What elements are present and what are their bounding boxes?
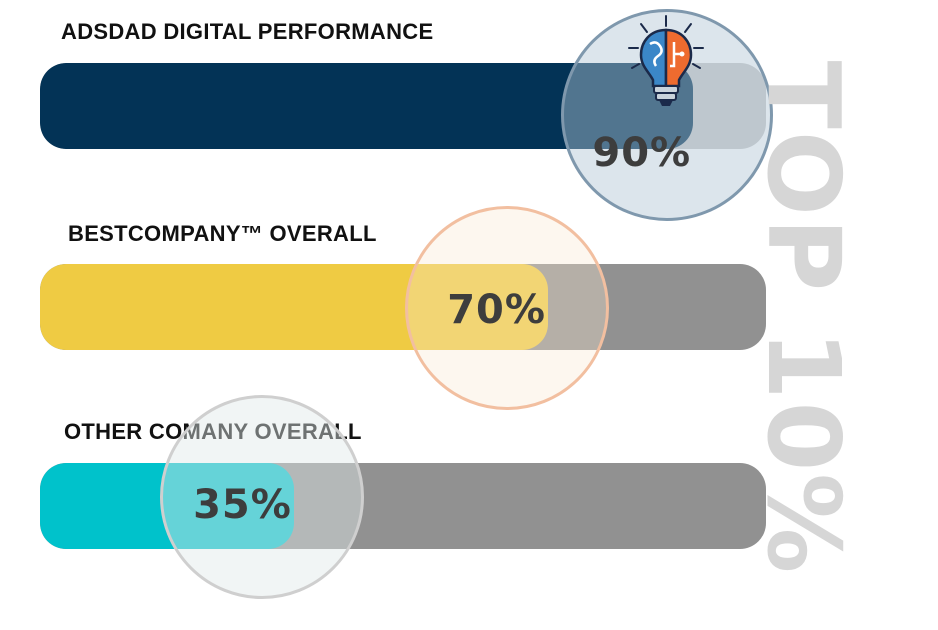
data-label: 35% [193,482,292,528]
magnifier-circle [405,206,609,410]
lightbulb-brain-icon [628,15,704,106]
magnifier-circle [160,395,364,599]
data-label: 70% [447,287,546,333]
bar-track [40,264,766,350]
bar-track [40,463,766,549]
bar-label: ADSDAD DIGITAL PERFORMANCE [61,19,434,44]
data-label: 90% [592,130,692,176]
bar-label: BESTCOMPANY™ OVERALL [68,221,377,246]
top-10-annotation: TOP 10% [745,60,862,576]
